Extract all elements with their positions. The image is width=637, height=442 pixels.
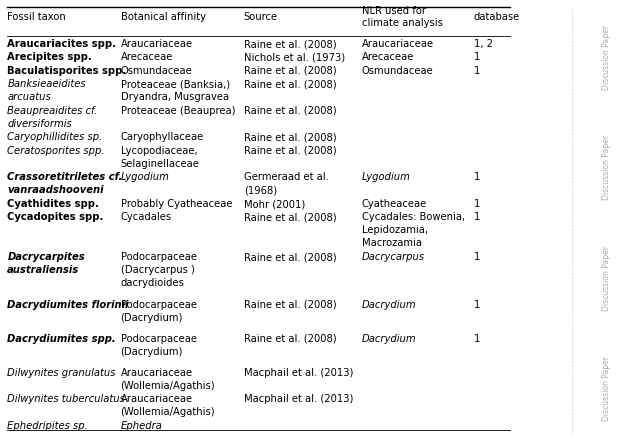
Text: Discussion Paper: Discussion Paper [602, 25, 611, 90]
Text: Cycadales: Bowenia,
Lepidozamia,
Macrozamia: Cycadales: Bowenia, Lepidozamia, Macroza… [362, 213, 464, 248]
Text: Arecaceae: Arecaceae [362, 53, 414, 62]
Text: Cycadopites spp.: Cycadopites spp. [7, 213, 104, 222]
Text: Source: Source [244, 12, 278, 22]
Text: Dacrycarpites
australiensis: Dacrycarpites australiensis [7, 252, 85, 275]
Text: Cyathidites spp.: Cyathidites spp. [7, 199, 99, 209]
Text: Raine et al. (2008): Raine et al. (2008) [244, 146, 336, 156]
Text: 1: 1 [474, 213, 480, 222]
Text: Podocarpaceae
(Dacrycarpus )
dacrydioides: Podocarpaceae (Dacrycarpus ) dacrydioide… [120, 252, 197, 288]
Text: 1, 2: 1, 2 [474, 39, 492, 49]
Text: Podocarpaceae
(Dacrydium): Podocarpaceae (Dacrydium) [120, 334, 197, 357]
Text: Proteaceae (Beauprea): Proteaceae (Beauprea) [120, 106, 235, 116]
Text: 1: 1 [474, 199, 480, 209]
Text: 1: 1 [474, 66, 480, 76]
Text: Dacrydiumites florinii: Dacrydiumites florinii [7, 300, 129, 310]
Text: Banksieaeidites
arcuatus: Banksieaeidites arcuatus [7, 79, 86, 102]
Text: Ceratosporites spp.: Ceratosporites spp. [7, 146, 105, 156]
Text: Ephedripites sp.: Ephedripites sp. [7, 421, 88, 431]
Text: Raine et al. (2008): Raine et al. (2008) [244, 300, 336, 310]
Text: Osmundaceae: Osmundaceae [362, 66, 433, 76]
Text: Raine et al. (2008): Raine et al. (2008) [244, 66, 336, 76]
Text: Dilwynites granulatus: Dilwynites granulatus [7, 368, 116, 378]
Text: Macphail et al. (2013): Macphail et al. (2013) [244, 394, 354, 404]
Text: Caryophillidites sp.: Caryophillidites sp. [7, 133, 103, 142]
Text: Macphail et al. (2013): Macphail et al. (2013) [244, 368, 354, 378]
Text: Fossil taxon: Fossil taxon [7, 12, 66, 22]
Text: Discussion Paper: Discussion Paper [602, 356, 611, 422]
Text: 1: 1 [474, 334, 480, 344]
Text: Araucariaceae
(Wollemia/Agathis): Araucariaceae (Wollemia/Agathis) [120, 394, 215, 417]
Text: Dacrydiumites spp.: Dacrydiumites spp. [7, 334, 116, 344]
Text: Lycopodiaceae,
Selaginellaceae: Lycopodiaceae, Selaginellaceae [120, 146, 199, 168]
Text: Raine et al. (2008): Raine et al. (2008) [244, 334, 336, 344]
Text: Podocarpaceae
(Dacrydium): Podocarpaceae (Dacrydium) [120, 300, 197, 323]
Text: Raine et al. (2008): Raine et al. (2008) [244, 106, 336, 116]
Text: Ephedra: Ephedra [120, 421, 162, 431]
Text: Raine et al. (2008): Raine et al. (2008) [244, 133, 336, 142]
Text: Caryophyllaceae: Caryophyllaceae [120, 133, 204, 142]
Text: Botanical affinity: Botanical affinity [120, 12, 206, 22]
Text: Araucariaceae: Araucariaceae [362, 39, 434, 49]
Text: Dacrycarpus: Dacrycarpus [362, 252, 425, 263]
Text: Nichols et al. (1973): Nichols et al. (1973) [244, 53, 345, 62]
Text: Raine et al. (2008): Raine et al. (2008) [244, 252, 336, 263]
Text: Probably Cyatheaceae: Probably Cyatheaceae [120, 199, 232, 209]
Text: Arecaceae: Arecaceae [120, 53, 173, 62]
Text: Lygodium: Lygodium [362, 172, 410, 183]
Text: Osmundaceae: Osmundaceae [120, 66, 192, 76]
Text: Araucariacites spp.: Araucariacites spp. [7, 39, 117, 49]
Text: Discussion Paper: Discussion Paper [602, 246, 611, 311]
Text: Arecipites spp.: Arecipites spp. [7, 53, 92, 62]
Text: NLR used for
climate analysis: NLR used for climate analysis [362, 6, 443, 28]
Text: Baculatisporites spp.: Baculatisporites spp. [7, 66, 127, 76]
Text: Mohr (2001): Mohr (2001) [244, 199, 305, 209]
Text: Dacrydium: Dacrydium [362, 300, 416, 310]
Text: Crassoretitriletes cf.
vanraadshooveni: Crassoretitriletes cf. vanraadshooveni [7, 172, 122, 195]
Text: Cyatheaceae: Cyatheaceae [362, 199, 427, 209]
Text: 1: 1 [474, 53, 480, 62]
Text: Raine et al. (2008): Raine et al. (2008) [244, 39, 336, 49]
Text: Beaupreaidites cf.
diversiformis: Beaupreaidites cf. diversiformis [7, 106, 98, 129]
Text: Germeraad et al.
(1968): Germeraad et al. (1968) [244, 172, 329, 195]
Text: Araucariaceae: Araucariaceae [120, 39, 192, 49]
Text: Dacrydium: Dacrydium [362, 334, 416, 344]
Text: Discussion Paper: Discussion Paper [602, 135, 611, 201]
Text: Araucariaceae
(Wollemia/Agathis): Araucariaceae (Wollemia/Agathis) [120, 368, 215, 391]
Text: Raine et al. (2008): Raine et al. (2008) [244, 79, 336, 89]
Text: Proteaceae (Banksia,)
Dryandra, Musgravea: Proteaceae (Banksia,) Dryandra, Musgrave… [120, 79, 230, 102]
Text: Raine et al. (2008): Raine et al. (2008) [244, 213, 336, 222]
Text: Dilwynites tuberculatus: Dilwynites tuberculatus [7, 394, 125, 404]
Text: 1: 1 [474, 300, 480, 310]
Text: 1: 1 [474, 172, 480, 183]
Text: database: database [474, 12, 520, 22]
Text: Cycadales: Cycadales [120, 213, 171, 222]
Text: 1: 1 [474, 252, 480, 263]
Text: Lygodium: Lygodium [120, 172, 169, 183]
